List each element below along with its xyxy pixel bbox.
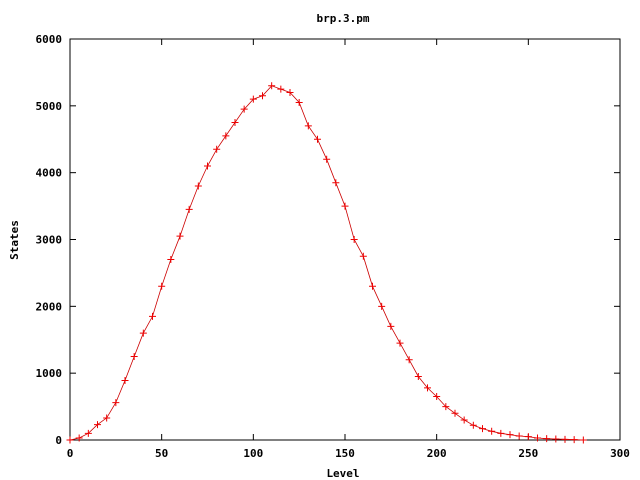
data-point (414, 373, 422, 381)
data-point (103, 414, 111, 422)
data-point (194, 182, 202, 190)
data-point (94, 421, 101, 429)
data-point (350, 236, 358, 243)
x-axis-label: Level (326, 467, 359, 480)
data-point (387, 322, 395, 330)
data-point (424, 384, 431, 392)
data-point (240, 105, 248, 113)
data-point (249, 95, 257, 103)
data-point (396, 339, 404, 347)
data-point (497, 429, 505, 437)
x-tick-label: 50 (155, 447, 168, 460)
data-point (341, 202, 349, 210)
data-point (277, 85, 285, 93)
data-point (286, 88, 294, 96)
data-point (442, 403, 450, 411)
x-tick-label: 300 (610, 447, 630, 460)
data-point (139, 329, 147, 337)
plot-frame (69, 38, 621, 441)
data-point (570, 436, 578, 444)
data-point (515, 432, 523, 440)
data-point (433, 393, 441, 401)
y-tick-label: 4000 (36, 167, 63, 180)
data-point (460, 416, 468, 424)
x-tick-label: 100 (243, 447, 263, 460)
x-tick-label: 200 (427, 447, 447, 460)
y-axis-label: States (8, 220, 21, 260)
data-point (359, 252, 367, 260)
series-line (69, 85, 584, 441)
chart-title: brp.3.pm (317, 12, 370, 25)
data-point (130, 352, 138, 360)
data-point (314, 135, 321, 143)
data-point (268, 82, 276, 90)
y-axis: 0 1000 2000 3000 4000 5000 6000 (36, 33, 620, 447)
data-point (158, 282, 166, 290)
data-point (213, 145, 221, 153)
x-tick-label: 150 (335, 447, 355, 460)
x-axis: 0 50 100 150 200 250 300 (67, 39, 630, 460)
x-tick-label: 250 (518, 447, 538, 460)
data-point (231, 119, 239, 127)
data-point (185, 205, 193, 213)
y-tick-label: 0 (55, 434, 62, 447)
y-tick-label: 5000 (36, 100, 63, 113)
data-point (112, 399, 120, 407)
data-point (378, 302, 386, 310)
data-point (524, 433, 532, 441)
data-point (579, 436, 587, 444)
data-point (84, 429, 92, 437)
y-tick-label: 6000 (36, 33, 63, 46)
data-point (451, 409, 459, 417)
data-point (222, 132, 230, 140)
data-point (534, 434, 541, 442)
data-point (469, 421, 477, 429)
data-point (259, 92, 266, 100)
data-point (323, 155, 331, 163)
y-tick-label: 1000 (36, 367, 63, 380)
data-point (149, 312, 156, 320)
data-point (561, 435, 569, 443)
data-point (488, 427, 496, 435)
data-point (295, 98, 303, 106)
data-point (543, 435, 551, 443)
data-point (66, 436, 74, 444)
data-point (506, 431, 514, 439)
data-point (479, 425, 486, 433)
data-point (369, 282, 376, 290)
data-point (176, 232, 184, 240)
series-markers (66, 82, 587, 444)
data-point (332, 179, 340, 187)
data-point (552, 435, 560, 443)
data-point (405, 356, 413, 364)
data-point (204, 162, 211, 170)
data-point (121, 377, 129, 385)
data-point (167, 256, 175, 264)
x-tick-label: 0 (67, 447, 74, 460)
y-tick-label: 3000 (36, 234, 63, 247)
data-point (304, 122, 312, 130)
data-point (75, 434, 83, 442)
y-tick-label: 2000 (36, 300, 63, 313)
